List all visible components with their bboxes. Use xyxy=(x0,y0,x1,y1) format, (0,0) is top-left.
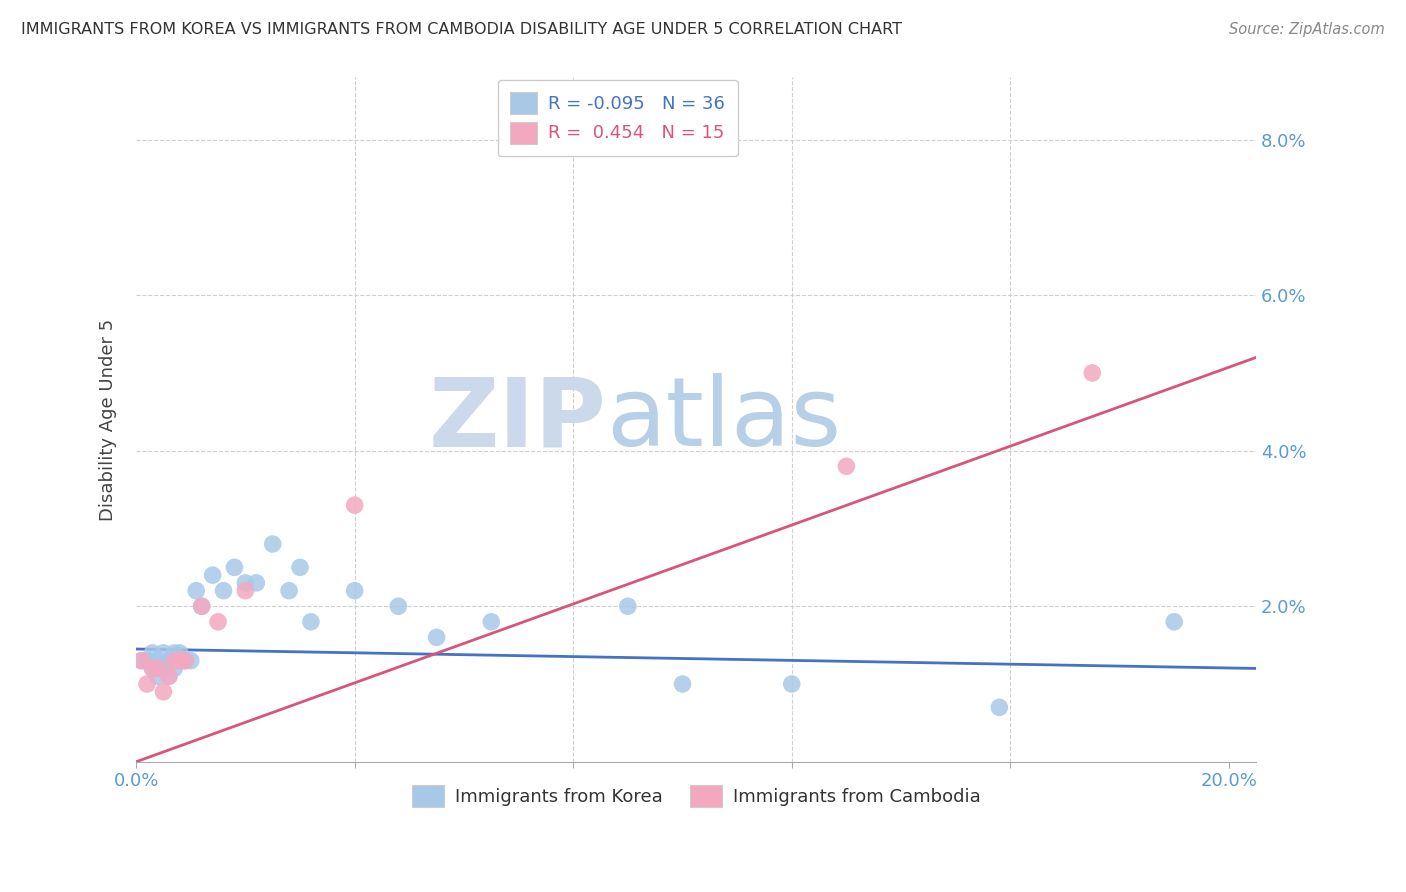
Point xyxy=(835,459,858,474)
Text: Source: ZipAtlas.com: Source: ZipAtlas.com xyxy=(1229,22,1385,37)
Point xyxy=(141,646,163,660)
Point xyxy=(1081,366,1104,380)
Point xyxy=(174,654,197,668)
Point xyxy=(212,583,235,598)
Point xyxy=(224,560,246,574)
Point xyxy=(201,568,224,582)
Point xyxy=(190,599,212,614)
Point xyxy=(235,583,257,598)
Point xyxy=(146,669,169,683)
Point xyxy=(479,615,502,629)
Y-axis label: Disability Age Under 5: Disability Age Under 5 xyxy=(100,318,117,521)
Point xyxy=(288,560,311,574)
Point xyxy=(146,661,169,675)
Point xyxy=(671,677,693,691)
Point xyxy=(163,646,186,660)
Text: ZIP: ZIP xyxy=(429,373,606,467)
Point xyxy=(387,599,409,614)
Point xyxy=(131,654,153,668)
Point xyxy=(136,654,159,668)
Point xyxy=(157,669,180,683)
Point xyxy=(152,685,174,699)
Point xyxy=(262,537,284,551)
Point xyxy=(152,646,174,660)
Point xyxy=(780,677,803,691)
Point xyxy=(169,654,191,668)
Point xyxy=(988,700,1011,714)
Point xyxy=(299,615,322,629)
Text: IMMIGRANTS FROM KOREA VS IMMIGRANTS FROM CAMBODIA DISABILITY AGE UNDER 5 CORRELA: IMMIGRANTS FROM KOREA VS IMMIGRANTS FROM… xyxy=(21,22,903,37)
Point xyxy=(169,646,191,660)
Point xyxy=(157,654,180,668)
Point xyxy=(146,654,169,668)
Point xyxy=(235,575,257,590)
Point xyxy=(245,575,267,590)
Legend: Immigrants from Korea, Immigrants from Cambodia: Immigrants from Korea, Immigrants from C… xyxy=(405,778,988,814)
Point xyxy=(190,599,212,614)
Point xyxy=(169,654,191,668)
Point xyxy=(141,661,163,675)
Point xyxy=(136,677,159,691)
Point xyxy=(186,583,208,598)
Point xyxy=(180,654,202,668)
Point xyxy=(343,583,366,598)
Point xyxy=(174,654,197,668)
Point xyxy=(1163,615,1185,629)
Point xyxy=(278,583,301,598)
Point xyxy=(141,661,163,675)
Point xyxy=(152,661,174,675)
Point xyxy=(131,654,153,668)
Point xyxy=(157,669,180,683)
Text: atlas: atlas xyxy=(606,373,842,467)
Point xyxy=(426,631,449,645)
Point xyxy=(207,615,229,629)
Point xyxy=(163,661,186,675)
Point xyxy=(163,654,186,668)
Point xyxy=(617,599,640,614)
Point xyxy=(343,498,366,512)
